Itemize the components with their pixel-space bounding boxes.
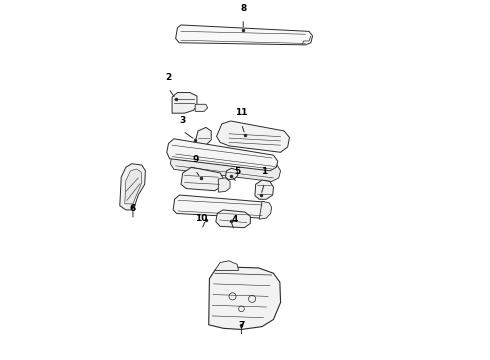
Text: 3: 3 (180, 116, 186, 125)
Text: 8: 8 (240, 4, 246, 13)
Polygon shape (215, 261, 239, 270)
Text: 4: 4 (231, 215, 238, 224)
Text: 11: 11 (235, 108, 247, 117)
Polygon shape (120, 164, 146, 210)
Text: 2: 2 (166, 73, 171, 82)
Text: 1: 1 (262, 167, 268, 176)
Polygon shape (195, 127, 211, 146)
Polygon shape (181, 167, 223, 191)
Polygon shape (172, 93, 197, 113)
Polygon shape (167, 139, 278, 171)
Polygon shape (175, 25, 313, 45)
Polygon shape (259, 201, 271, 219)
Polygon shape (171, 149, 281, 181)
Text: 5: 5 (234, 167, 240, 176)
Polygon shape (225, 168, 238, 180)
Polygon shape (209, 267, 281, 329)
Text: 6: 6 (130, 204, 136, 213)
Polygon shape (217, 121, 290, 152)
Polygon shape (216, 210, 250, 228)
Polygon shape (173, 195, 268, 218)
Polygon shape (219, 178, 230, 192)
Polygon shape (255, 180, 273, 199)
Text: 7: 7 (238, 321, 245, 330)
Text: 10: 10 (196, 214, 208, 223)
Text: 9: 9 (192, 155, 198, 164)
Polygon shape (125, 169, 142, 204)
Polygon shape (195, 104, 208, 111)
